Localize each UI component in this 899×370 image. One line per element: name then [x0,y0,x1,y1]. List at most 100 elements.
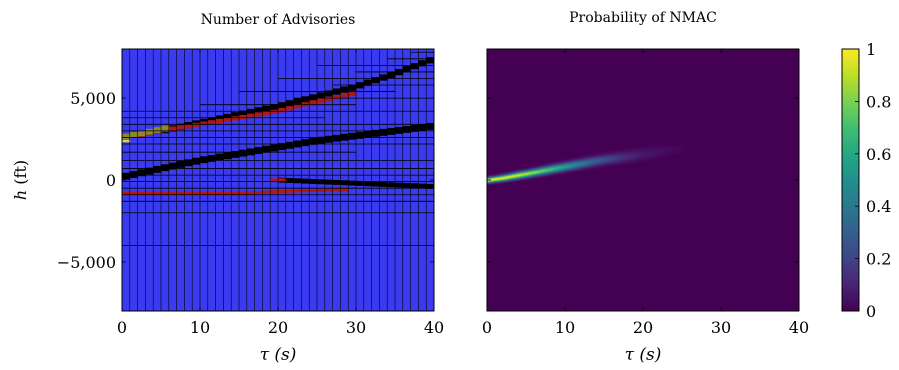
nmac-cell [664,149,667,151]
nmac-cell [580,169,583,171]
nmac-cell [586,154,589,157]
advisories-x-ticks: 0 10 20 30 40 [117,49,444,337]
nmac-cell [574,165,578,168]
nmac-cell [565,166,568,169]
nmac-cell [533,172,537,174]
nmac-cell [609,162,613,165]
nmac-cell [563,168,566,171]
nmac-cell [648,148,652,150]
nmac-cell [598,152,601,155]
nmac-cell [621,162,624,164]
nmac-cell [520,173,523,175]
nmac-cell [566,164,570,166]
nmac-cell [664,146,667,148]
nmac-cell [629,157,632,159]
nmac-cell [598,158,601,160]
advisory-band-2-cell [324,179,334,185]
nmac-cell [582,161,585,163]
nmac-cell [496,175,500,177]
nmac-cell [574,168,578,171]
nmac-cell [658,152,661,154]
nmac-cell [557,165,560,168]
nmac-cell [658,145,661,147]
nmac-cell [607,151,611,153]
nmac-cell [594,162,597,165]
nmac-cell [592,160,595,162]
nmac-cell [553,162,556,164]
nmac-cell [547,168,550,170]
nmac-cell [547,167,550,169]
nmac-cell [639,156,642,158]
nmac-cell [596,159,599,162]
nmac-cell [518,180,521,182]
nmac-cell [565,169,568,171]
nmac-cell [611,160,615,163]
nmac-cell [623,155,626,158]
nmac-y-ticks [487,97,799,263]
nmac-cell [551,163,554,166]
advisory-band-5-cell [270,178,279,182]
advisory-band-3-cell [184,124,193,129]
nmac-cell [588,160,591,162]
nmac-cell [590,168,593,170]
nmac-cell [512,177,515,179]
nmac-cell [498,183,502,185]
nmac-cell [629,152,632,154]
advisory-band-3-cell [324,96,334,102]
nmac-cell [500,181,503,183]
nmac-cell [531,177,535,180]
nmac-cell [518,173,521,176]
ylabel-unit: (ft) [11,160,30,190]
nmac-cell [574,167,578,170]
nmac-cell [551,167,554,169]
nmac-cell [635,159,638,161]
nmac-cell [609,152,613,155]
nmac-cell [580,163,583,165]
advisory-band-0-cell [285,141,295,149]
nmac-cell [510,177,513,179]
nmac-cell [633,157,636,159]
nmac-cell [641,157,644,159]
nmac-cell [619,149,622,152]
nmac-cell [604,157,607,159]
nmac-cell [504,178,507,181]
nmac-cell [643,159,646,161]
nmac-cell [522,171,525,173]
advisory-band-0-cell [254,147,263,154]
x-tick-label: 20 [268,318,288,337]
nmac-cell [604,155,607,157]
nmac-cell [559,171,562,173]
nmac-cell [516,173,519,176]
nmac-cell [594,161,597,164]
nmac-cell [584,160,587,163]
nmac-cell [664,152,667,154]
nmac-cell [635,148,638,151]
advisory-band-1-cell [410,63,419,70]
nmac-cell [568,172,572,174]
nmac-cell [627,155,630,157]
nmac-cell [660,150,663,152]
advisories-panel: Number of Advisories 0 10 20 30 40 5,0000−5,… [11,12,444,365]
advisory-band-4-cell [301,189,310,193]
nmac-cell [510,174,513,176]
nmac-cell [520,168,523,170]
nmac-cell [510,172,513,174]
nmac-cell [541,168,544,171]
nmac-cell [506,173,509,176]
nmac-cell [621,153,624,156]
nmac-cell [615,159,619,162]
nmac-cell [506,172,509,175]
nmac-cell [492,178,496,181]
nmac-cell [641,146,644,148]
nmac-cell [670,146,673,148]
nmac-cell [572,162,576,165]
nmac-cell [553,161,556,163]
nmac-cell [533,170,537,172]
nmac-cell [529,175,533,178]
nmac-cell [664,153,667,155]
nmac-cell [617,159,620,161]
nmac-cell [660,146,663,148]
nmac-cell [545,169,548,171]
nmac-cell [662,147,665,149]
nmac-cell [537,171,541,173]
